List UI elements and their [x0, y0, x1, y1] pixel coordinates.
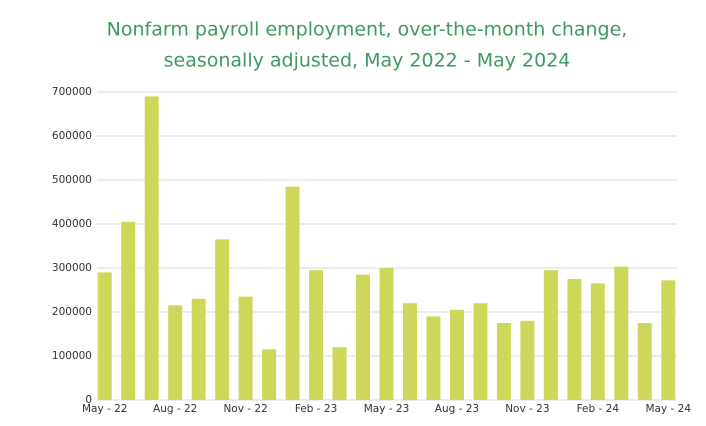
x-tick-label: May - 24 [645, 403, 691, 415]
bar [215, 239, 230, 400]
bar [402, 303, 417, 400]
bar [332, 347, 347, 400]
bar [285, 186, 300, 400]
x-tick-label: Aug - 23 [435, 403, 479, 415]
x-tick-label: Nov - 23 [505, 403, 549, 415]
y-tick-label: 100000 [52, 350, 92, 362]
chart-title: seasonally adjusted, May 2022 - May 2024 [164, 50, 571, 72]
bar [97, 272, 112, 400]
y-tick-label: 500000 [52, 174, 92, 186]
y-tick-label: 700000 [52, 86, 92, 98]
bar [238, 296, 253, 400]
bar [191, 298, 206, 400]
bar [144, 96, 159, 401]
bar [262, 349, 277, 400]
x-tick-label: Nov - 22 [223, 403, 267, 415]
y-tick-label: 0 [85, 394, 92, 406]
bar [309, 270, 324, 400]
bar [520, 320, 535, 400]
x-tick-label: May - 23 [364, 403, 410, 415]
bar [661, 280, 676, 400]
bar [543, 270, 558, 400]
bar [614, 266, 629, 400]
y-tick-label: 200000 [52, 306, 92, 318]
bar [379, 268, 394, 400]
y-tick-label: 600000 [52, 130, 92, 142]
bar [356, 274, 371, 400]
x-tick-label: Feb - 23 [295, 403, 337, 415]
bar [637, 323, 652, 400]
bar [121, 221, 136, 400]
chart-title: Nonfarm payroll employment, over-the-mon… [107, 19, 628, 41]
y-tick-label: 400000 [52, 218, 92, 230]
bar [449, 309, 464, 400]
x-tick-label: Feb - 24 [577, 403, 620, 415]
bar [567, 279, 582, 400]
x-tick-label: May - 22 [82, 403, 128, 415]
bar [496, 323, 511, 400]
bar [168, 305, 183, 400]
bar [473, 303, 488, 400]
bar [590, 283, 605, 400]
x-tick-label: Aug - 22 [153, 403, 197, 415]
y-tick-label: 300000 [52, 262, 92, 274]
bar [426, 316, 441, 400]
